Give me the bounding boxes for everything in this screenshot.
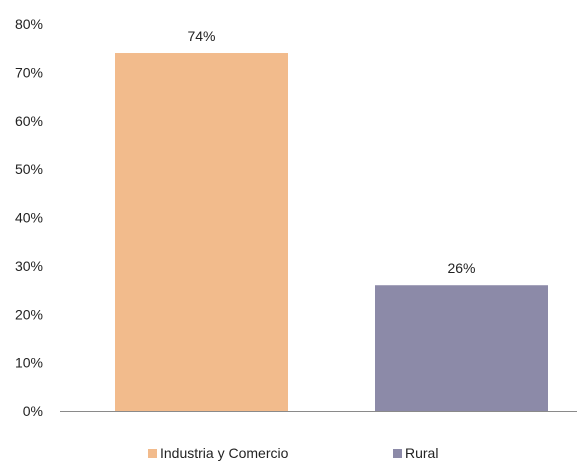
- y-tick-label: 30%: [15, 258, 43, 274]
- legend-label: Rural: [405, 445, 438, 461]
- legend-label: Industria y Comercio: [160, 445, 289, 461]
- legend-swatch: [393, 449, 402, 458]
- legend-swatch: [148, 449, 157, 458]
- y-tick-label: 20%: [15, 306, 43, 322]
- y-tick-label: 80%: [15, 16, 43, 32]
- y-tick-label: 50%: [15, 161, 43, 177]
- legend: Industria y Comercio Rural: [148, 445, 438, 461]
- y-tick-label: 70%: [15, 64, 43, 80]
- data-label-group: 74% 26%: [187, 28, 475, 276]
- y-tick-label: 60%: [15, 113, 43, 129]
- y-tick-label: 40%: [15, 210, 43, 226]
- data-label: 26%: [447, 260, 475, 276]
- bar-industria-y-comercio: [115, 53, 288, 412]
- y-axis-tick-labels: 0% 10% 20% 30% 40% 50% 60% 70% 80%: [15, 16, 43, 419]
- bar-group: [115, 53, 548, 412]
- y-tick-label: 10%: [15, 355, 43, 371]
- y-tick-label: 0%: [23, 403, 43, 419]
- bar-rural: [375, 285, 548, 411]
- data-label: 74%: [187, 28, 215, 44]
